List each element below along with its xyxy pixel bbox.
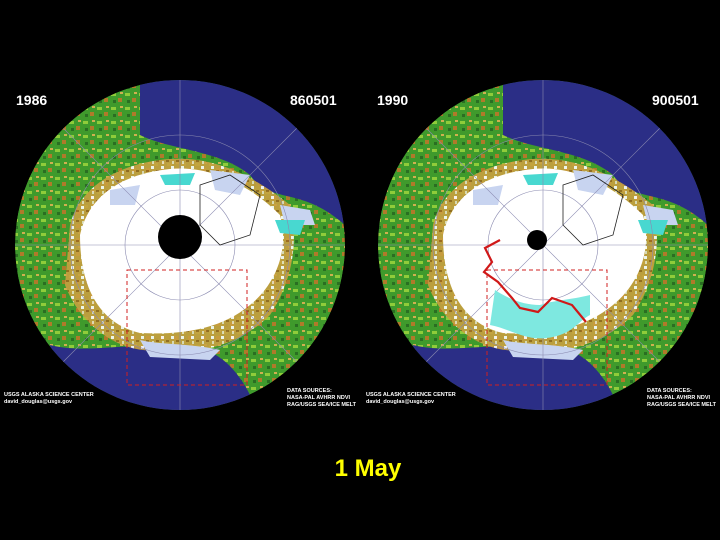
- credit: david_douglas@usgs.gov: [4, 399, 73, 405]
- map-left: [15, 80, 345, 410]
- source: NASA-PAL AVHRR NDVI: [287, 395, 351, 401]
- panel-right-labels: 1990 900501 USGS ALASKA SCIENCE CENTER d…: [366, 92, 717, 408]
- panel-left-labels: 1986 860501 USGS ALASKA SCIENCE CENTER d…: [4, 92, 357, 408]
- year: 1986: [16, 92, 47, 108]
- source: NASA-PAL AVHRR NDVI: [647, 395, 711, 401]
- date-code: 900501: [652, 92, 699, 108]
- source: RAG/USGS SEA/ICE MELT: [287, 402, 357, 408]
- date-code: 860501: [290, 92, 337, 108]
- caption: 1 May: [335, 455, 402, 482]
- year: 1990: [377, 92, 408, 108]
- credit: USGS ALASKA SCIENCE CENTER: [4, 392, 94, 398]
- credit: david_douglas@usgs.gov: [366, 399, 435, 405]
- map-right: [378, 80, 708, 410]
- source: RAG/USGS SEA/ICE MELT: [647, 402, 717, 408]
- source: DATA SOURCES:: [287, 388, 332, 394]
- source: DATA SOURCES:: [647, 388, 692, 394]
- credit: USGS ALASKA SCIENCE CENTER: [366, 392, 456, 398]
